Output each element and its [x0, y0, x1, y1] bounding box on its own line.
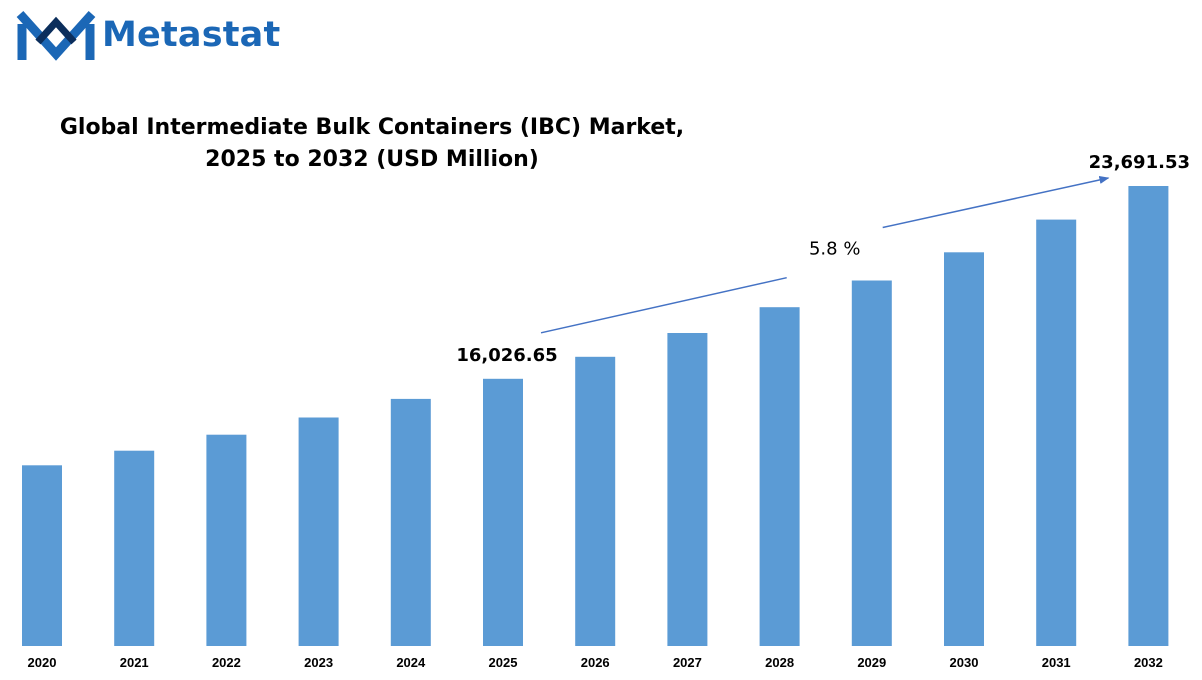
- cagr-label: 5.8 %: [809, 239, 860, 260]
- bar-2031: [1036, 219, 1077, 646]
- annotations: 16,026.65 23,691.53 5.8 %: [456, 152, 1190, 366]
- x-tick-label-2025: 2025: [489, 655, 518, 670]
- bar-2032: [1128, 186, 1169, 646]
- bar-2021: [114, 450, 155, 646]
- x-tick-label-2026: 2026: [581, 655, 610, 670]
- data-label-2025: 16,026.65: [456, 345, 557, 366]
- growth-arrow-segment-2: [882, 176, 1110, 229]
- brand-name: Metastat: [102, 15, 281, 55]
- x-tick-label-2027: 2027: [673, 655, 702, 670]
- chart-title: Global Intermediate Bulk Containers (IBC…: [60, 115, 684, 140]
- bar-2029: [851, 280, 892, 646]
- bar-2022: [206, 434, 247, 646]
- x-tick-label-2030: 2030: [950, 655, 979, 670]
- x-tick-label-2022: 2022: [212, 655, 241, 670]
- x-tick-label-2020: 2020: [28, 655, 57, 670]
- bars-group: [22, 186, 1169, 647]
- growth-arrow-segment-1: [540, 276, 787, 334]
- bar-2023: [298, 417, 339, 646]
- x-tick-label-2024: 2024: [396, 655, 426, 670]
- bar-2026: [575, 356, 616, 646]
- x-tick-label-2029: 2029: [857, 655, 886, 670]
- metastat-m-logo-icon: [16, 10, 96, 61]
- x-tick-label-2032: 2032: [1134, 655, 1163, 670]
- x-tick-label-2031: 2031: [1042, 655, 1071, 670]
- bar-2028: [759, 307, 800, 646]
- x-tick-label-2028: 2028: [765, 655, 794, 670]
- bar-2020: [22, 465, 62, 646]
- bar-2027: [667, 333, 708, 646]
- data-label-2032: 23,691.53: [1089, 152, 1190, 173]
- bar-2030: [944, 252, 984, 647]
- brand-logo: Metastat: [16, 8, 280, 62]
- x-tick-label-2021: 2021: [120, 655, 149, 670]
- x-tick-label-2023: 2023: [304, 655, 333, 670]
- chart-subtitle: 2025 to 2032 (USD Million): [205, 147, 539, 172]
- x-axis-ticks: 2020 2021 2022 2023 2024 2025 2026 2027 2028 2029…: [28, 655, 1163, 670]
- bar-2024: [390, 398, 431, 646]
- bar-2025: [483, 378, 523, 646]
